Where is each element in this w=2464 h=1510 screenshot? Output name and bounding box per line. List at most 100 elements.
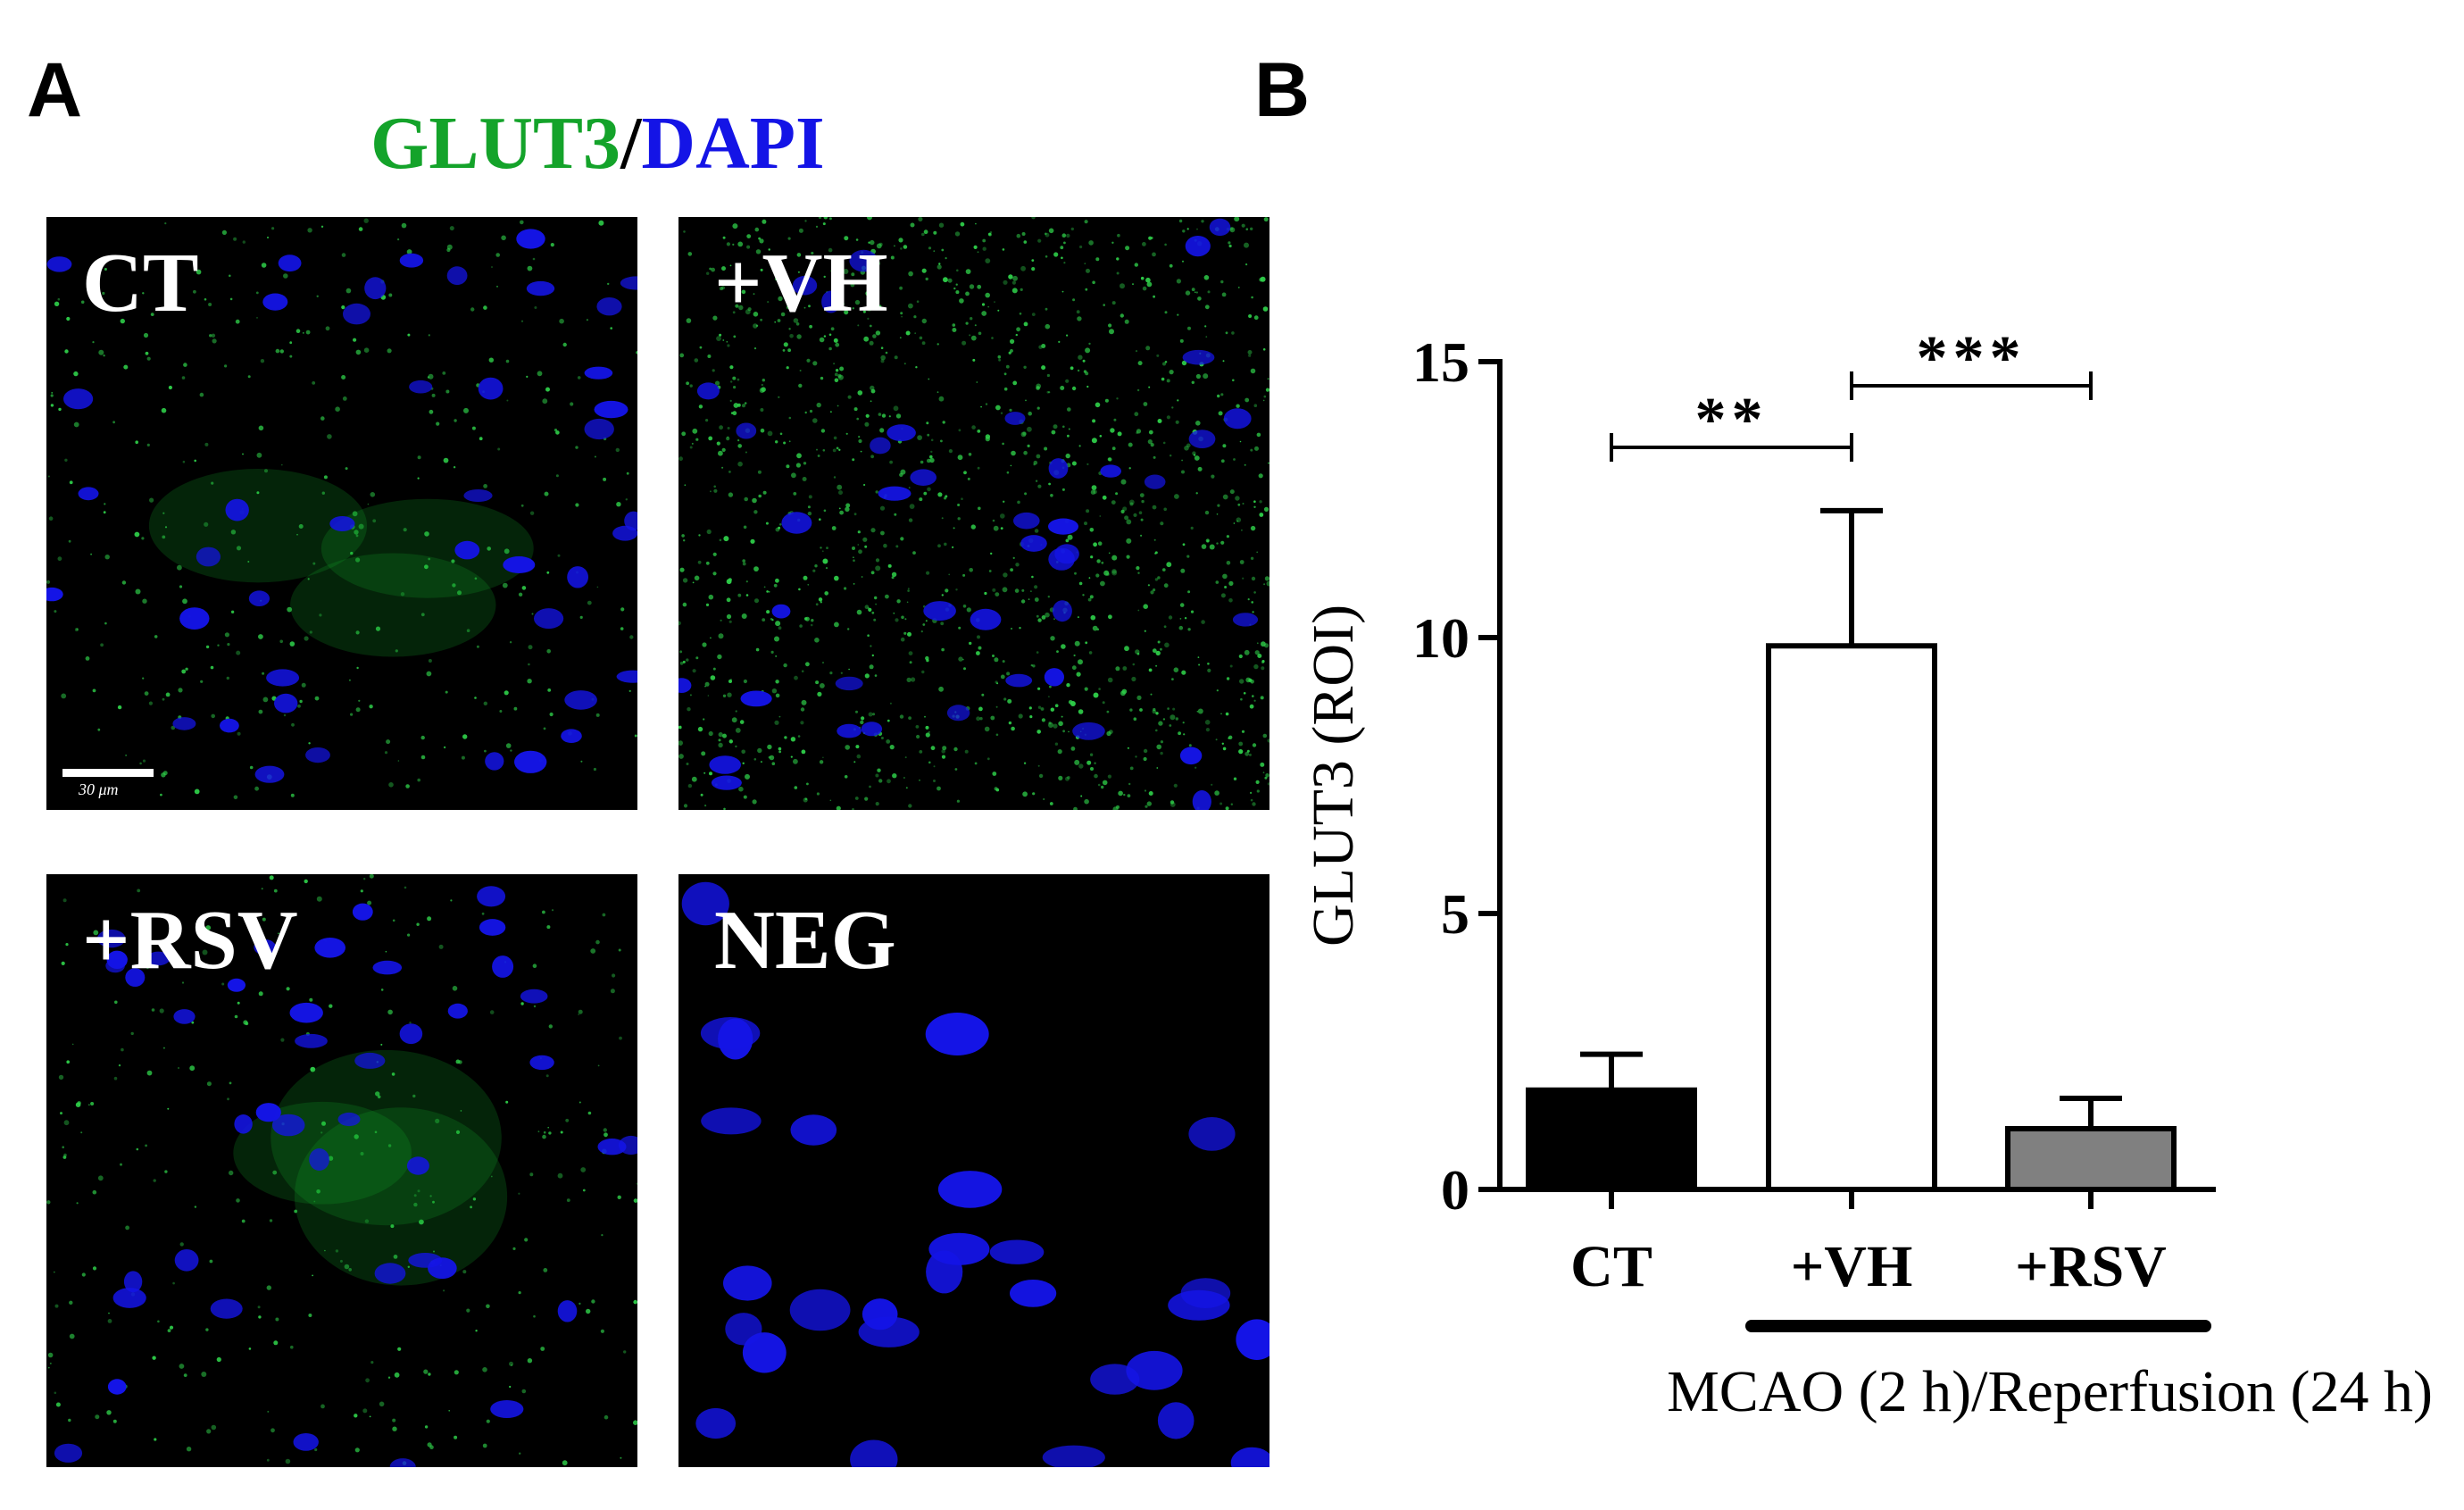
glut3-signal-dot (1225, 712, 1229, 716)
glut3-signal-dot (1136, 652, 1140, 655)
glut3-signal-dot (1079, 245, 1083, 249)
glut3-signal-dot (134, 531, 140, 538)
glut3-signal-dot (997, 355, 1002, 359)
glut3-signal-dot (962, 573, 966, 577)
glut3-signal-dot (304, 879, 308, 884)
glut3-signal-dot (1028, 411, 1032, 416)
glut3-signal-dot (301, 682, 306, 688)
glut3-signal-dot (862, 537, 868, 542)
dapi-nucleus (490, 1400, 524, 1418)
glut3-signal-dot (348, 679, 351, 681)
glut3-signal-dot (869, 664, 874, 670)
dapi-nucleus (789, 1289, 851, 1331)
glut3-signal-dot (255, 291, 259, 295)
glut3-signal-dot (1122, 666, 1128, 671)
glut3-signal-dot (850, 282, 855, 288)
glut3-signal-dot (1048, 391, 1051, 394)
glut3-signal-dot (114, 1000, 118, 1005)
glut3-signal-dot (875, 558, 880, 563)
glut3-signal-dot (304, 636, 309, 641)
glut3-signal-dot (870, 400, 872, 403)
glut3-signal-dot (57, 297, 61, 301)
dapi-nucleus (409, 380, 433, 394)
glut3-signal-dot (708, 730, 713, 737)
glut3-signal-dot (547, 1126, 549, 1129)
glut3-signal-dot (691, 442, 694, 445)
glut3-signal-dot (178, 688, 183, 693)
glut3-signal-dot (1166, 415, 1170, 420)
glut3-signal-dot (1086, 509, 1090, 513)
glut3-signal-dot (721, 447, 726, 452)
glut3-signal-dot (100, 643, 104, 647)
glut3-signal-dot (164, 222, 167, 225)
glut3-signal-dot (868, 712, 873, 717)
glut3-signal-dot (460, 1110, 462, 1112)
glut3-signal-dot (788, 416, 792, 420)
glut3-signal-dot (175, 265, 178, 268)
glut3-signal-dot (612, 973, 616, 978)
glut3-signal-dot (271, 1428, 275, 1433)
glut3-signal-dot (887, 719, 890, 722)
glut3-signal-dot (151, 1008, 155, 1012)
glut3-signal-dot (112, 421, 115, 424)
glut3-signal-dot (1116, 397, 1119, 400)
dapi-nucleus (584, 418, 614, 440)
glut3-signal-dot (853, 583, 855, 585)
glut3-signal-dot (936, 786, 941, 791)
glut3-signal-dot (269, 875, 274, 880)
glut3-signal-dot (1066, 334, 1069, 337)
glut3-signal-dot (183, 1373, 187, 1377)
glut3-signal-dot (283, 273, 288, 279)
glut3-signal-dot (1169, 263, 1173, 268)
glut3-signal-dot (1188, 744, 1192, 747)
glut3-signal-dot (1060, 246, 1064, 250)
glut3-signal-dot (727, 692, 732, 697)
glut3-signal-dot (445, 690, 448, 694)
glut3-signal-dot (762, 379, 765, 382)
glut3-signal-dot (1102, 701, 1105, 705)
glut3-signal-dot (1126, 538, 1132, 544)
micrograph-rsv-image (46, 874, 637, 1467)
glut3-signal-dot (869, 340, 874, 346)
glut3-signal-dot (1143, 756, 1147, 762)
dapi-nucleus (503, 556, 536, 573)
glut3-signal-dot (868, 607, 872, 612)
glut3-signal-dot (532, 257, 536, 261)
glut3-signal-dot (58, 407, 62, 412)
glut3-signal-dot (438, 944, 444, 949)
glut3-signal-dot (1122, 506, 1128, 512)
glut3-signal-dot (46, 580, 51, 584)
glut3-signal-dot (546, 925, 551, 930)
dapi-nucleus (584, 366, 613, 380)
glut3-signal-dot (1106, 710, 1110, 713)
glut3-signal-dot (987, 305, 990, 308)
glut3-signal-dot (678, 740, 683, 746)
y-axis-label: GLUT3 (ROI) (1301, 605, 1366, 947)
glut3-signal-dot (747, 307, 752, 312)
glut3-signal-dot (345, 467, 348, 471)
dapi-nucleus (210, 1298, 243, 1319)
glut3-signal-dot (737, 439, 740, 442)
glut3-signal-dot (1010, 464, 1012, 467)
glut3-signal-dot (392, 1426, 397, 1431)
glut3-signal-dot (718, 633, 724, 639)
glut3-signal-dot (942, 746, 947, 751)
glut3-signal-dot (275, 348, 280, 354)
glut3-signal-dot (775, 693, 780, 698)
glut3-signal-dot (982, 246, 986, 251)
glut3-signal-dot (768, 590, 770, 593)
glut3-signal-dot (1094, 773, 1098, 779)
y-tick-label: 15 (1412, 330, 1469, 394)
glut3-signal-dot (1216, 513, 1219, 515)
glut3-signal-dot (483, 305, 487, 310)
glut3-signal-dot (520, 504, 524, 507)
glut3-signal-dot (766, 610, 770, 614)
glut3-signal-dot (448, 1410, 451, 1412)
glut3-signal-dot (1053, 618, 1055, 621)
glut3-signal-dot (1224, 586, 1228, 588)
glut3-signal-dot (735, 728, 741, 733)
glut3-signal-dot (1247, 598, 1250, 601)
glut3-signal-dot (992, 588, 996, 592)
glut3-signal-dot (1229, 227, 1234, 230)
glut3-signal-dot (256, 452, 262, 458)
